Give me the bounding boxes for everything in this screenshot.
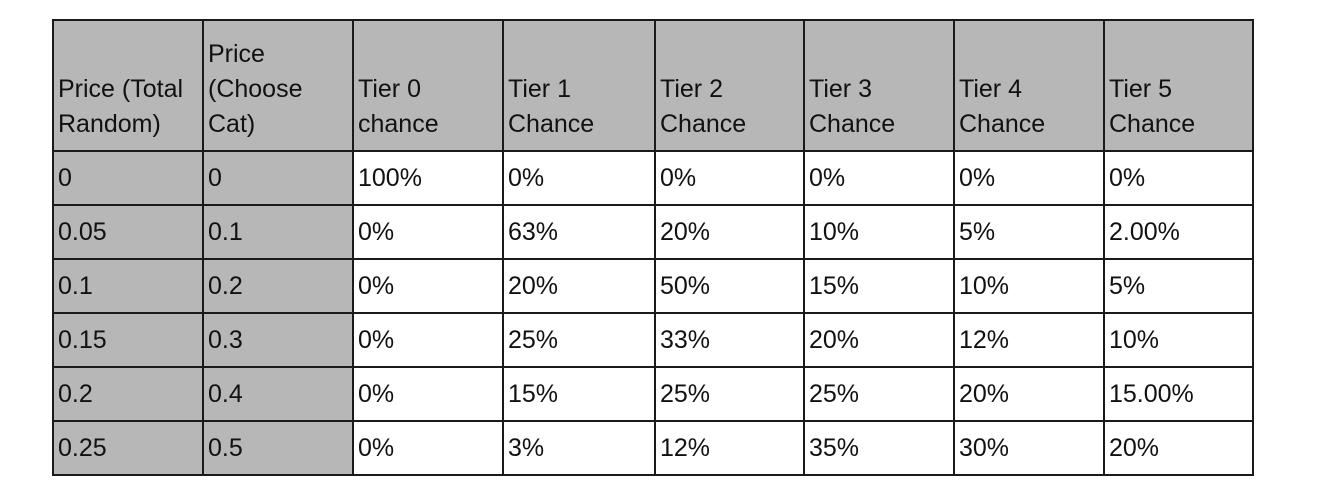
cell-tier-2: 25%: [654, 366, 805, 422]
cell-tier-1: 63%: [502, 204, 656, 260]
table-row: 0.25 0.5 0% 3% 12% 35% 30% 20%: [52, 420, 1254, 476]
cell-tier-0: 0%: [352, 204, 504, 260]
cell-tier-3: 0%: [803, 150, 955, 206]
cell-tier-3: 10%: [803, 204, 955, 260]
cell-tier-3: 20%: [803, 312, 955, 368]
header-tier-3: Tier 3 Chance: [803, 19, 955, 152]
cell-price-choose-cat: 0.3: [202, 312, 354, 368]
cell-tier-2: 12%: [654, 420, 805, 476]
table-row: 0.05 0.1 0% 63% 20% 10% 5% 2.00%: [52, 204, 1254, 260]
header-price-total-random: Price (Total Random): [52, 19, 204, 152]
cell-tier-2: 50%: [654, 258, 805, 314]
cell-tier-4: 20%: [953, 366, 1105, 422]
cell-tier-5: 0%: [1103, 150, 1254, 206]
cell-price-choose-cat: 0.4: [202, 366, 354, 422]
cell-tier-5: 2.00%: [1103, 204, 1254, 260]
cell-tier-3: 25%: [803, 366, 955, 422]
cell-tier-0: 100%: [352, 150, 504, 206]
cell-tier-0: 0%: [352, 366, 504, 422]
cell-tier-4: 10%: [953, 258, 1105, 314]
header-tier-1: Tier 1 Chance: [502, 19, 656, 152]
cell-tier-2: 0%: [654, 150, 805, 206]
cell-price-choose-cat: 0.1: [202, 204, 354, 260]
cell-tier-5: 5%: [1103, 258, 1254, 314]
cell-tier-5: 15.00%: [1103, 366, 1254, 422]
cell-tier-3: 35%: [803, 420, 955, 476]
cell-tier-4: 30%: [953, 420, 1105, 476]
table-row: 0.1 0.2 0% 20% 50% 15% 10% 5%: [52, 258, 1254, 314]
tier-chance-table: Price (Total Random) Price (Choose Cat) …: [52, 19, 1254, 476]
cell-price-total-random: 0.2: [52, 366, 204, 422]
cell-price-total-random: 0.1: [52, 258, 204, 314]
cell-tier-1: 3%: [502, 420, 656, 476]
cell-tier-4: 5%: [953, 204, 1105, 260]
header-tier-4: Tier 4 Chance: [953, 19, 1105, 152]
cell-price-total-random: 0.05: [52, 204, 204, 260]
cell-price-total-random: 0.25: [52, 420, 204, 476]
cell-tier-2: 33%: [654, 312, 805, 368]
cell-price-choose-cat: 0.2: [202, 258, 354, 314]
header-row: Price (Total Random) Price (Choose Cat) …: [52, 19, 1254, 152]
cell-tier-2: 20%: [654, 204, 805, 260]
cell-tier-4: 0%: [953, 150, 1105, 206]
cell-price-total-random: 0: [52, 150, 204, 206]
cell-tier-3: 15%: [803, 258, 955, 314]
cell-tier-0: 0%: [352, 312, 504, 368]
cell-tier-5: 10%: [1103, 312, 1254, 368]
cell-price-choose-cat: 0.5: [202, 420, 354, 476]
cell-tier-0: 0%: [352, 420, 504, 476]
cell-price-total-random: 0.15: [52, 312, 204, 368]
header-tier-5: Tier 5 Chance: [1103, 19, 1254, 152]
table-row: 0 0 100% 0% 0% 0% 0% 0%: [52, 150, 1254, 206]
cell-tier-1: 20%: [502, 258, 656, 314]
cell-tier-1: 15%: [502, 366, 656, 422]
cell-tier-4: 12%: [953, 312, 1105, 368]
table-row: 0.15 0.3 0% 25% 33% 20% 12% 10%: [52, 312, 1254, 368]
cell-tier-1: 25%: [502, 312, 656, 368]
cell-price-choose-cat: 0: [202, 150, 354, 206]
header-tier-2: Tier 2 Chance: [654, 19, 805, 152]
cell-tier-1: 0%: [502, 150, 656, 206]
header-tier-0: Tier 0 chance: [352, 19, 504, 152]
cell-tier-0: 0%: [352, 258, 504, 314]
table-row: 0.2 0.4 0% 15% 25% 25% 20% 15.00%: [52, 366, 1254, 422]
cell-tier-5: 20%: [1103, 420, 1254, 476]
header-price-choose-cat: Price (Choose Cat): [202, 19, 354, 152]
